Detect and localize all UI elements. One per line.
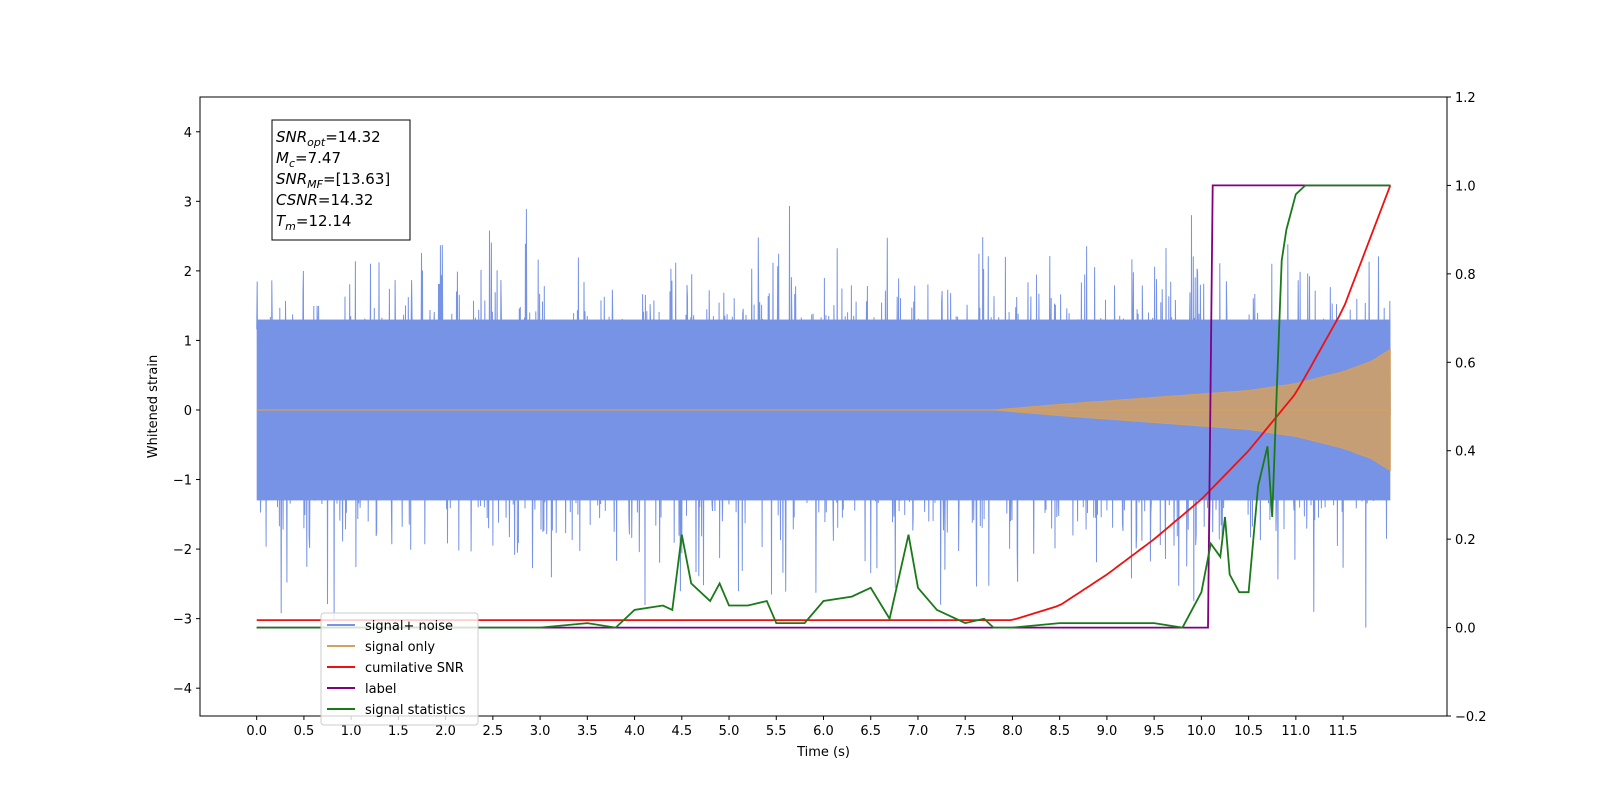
y2-tick-label: 1.0 bbox=[1455, 179, 1476, 194]
x-tick-label: 9.0 bbox=[1097, 724, 1118, 739]
y-tick-label: 3 bbox=[184, 195, 192, 210]
x-tick-label: 0.5 bbox=[294, 724, 315, 739]
y2-tick-label: 0.6 bbox=[1455, 356, 1476, 371]
y-tick-label: 1 bbox=[184, 334, 192, 349]
x-tick-label: 8.0 bbox=[1002, 724, 1023, 739]
y-tick-label: −3 bbox=[173, 613, 192, 628]
y-tick-label: 4 bbox=[184, 126, 192, 141]
x-tick-label: 0.0 bbox=[246, 724, 267, 739]
x-tick-label: 11.0 bbox=[1281, 724, 1310, 739]
x-tick-label: 7.5 bbox=[955, 724, 976, 739]
x-tick-label: 6.5 bbox=[860, 724, 881, 739]
legend-frame bbox=[320, 612, 479, 726]
x-tick-label: 2.0 bbox=[435, 724, 456, 739]
x-tick-label: 5.0 bbox=[719, 724, 740, 739]
annotation-frame bbox=[271, 119, 411, 241]
legend-entry: signal statistics bbox=[365, 703, 466, 718]
x-tick-label: 2.5 bbox=[483, 724, 504, 739]
annotation-line: Tm=12.14 bbox=[276, 212, 351, 233]
x-tick-label: 3.0 bbox=[530, 724, 551, 739]
label-line bbox=[256, 184, 1391, 629]
y-tick-label: 2 bbox=[184, 265, 192, 280]
legend-entry: signal+ noise bbox=[365, 619, 453, 634]
x-tick-label: 1.0 bbox=[341, 724, 362, 739]
annotation-line: SNRopt=14.32 bbox=[276, 128, 381, 149]
x-tick-label: 10.5 bbox=[1234, 724, 1263, 739]
x-tick-label: 9.5 bbox=[1144, 724, 1165, 739]
y-tick-label: −1 bbox=[173, 474, 192, 489]
x-tick-label: 7.0 bbox=[908, 724, 929, 739]
x-tick-label: 4.5 bbox=[671, 724, 692, 739]
annotation-line: SNRMF=[13.63] bbox=[276, 170, 390, 191]
x-tick-label: 6.0 bbox=[813, 724, 834, 739]
y2-tick-label: 1.2 bbox=[1455, 91, 1476, 106]
legend: signal+ noise signal only cumilative SNR la… bbox=[320, 612, 479, 726]
x-tick-label: 11.5 bbox=[1329, 724, 1358, 739]
y-axis-left: −4 −3 −2 −1 0 1 2 3 4 bbox=[173, 126, 200, 697]
x-tick-label: 8.5 bbox=[1049, 724, 1070, 739]
legend-entry: signal only bbox=[365, 640, 435, 655]
legend-entry: cumilative SNR bbox=[365, 661, 464, 676]
legend-entry: label bbox=[365, 682, 396, 697]
x-tick-label: 3.5 bbox=[577, 724, 598, 739]
y2-tick-label: 0.0 bbox=[1455, 622, 1476, 637]
annotation-line: CSNR=14.32 bbox=[276, 191, 373, 209]
x-tick-label: 1.5 bbox=[388, 724, 409, 739]
x-tick-label: 5.5 bbox=[766, 724, 787, 739]
signal-only-series bbox=[256, 348, 1391, 472]
y-axis-label: Whitened strain bbox=[146, 355, 161, 458]
y2-tick-label: 0.2 bbox=[1455, 533, 1476, 548]
x-tick-label: 4.0 bbox=[624, 724, 645, 739]
signal-statistics-line bbox=[256, 184, 1391, 629]
y-tick-label: −2 bbox=[173, 543, 192, 558]
x-axis: 0.0 0.5 1.0 1.5 2.0 2.5 3.0 3.5 4.0 4.5 5.0 5.5 6.0 6… bbox=[246, 716, 1358, 739]
y-tick-label: −4 bbox=[173, 682, 192, 697]
y2-tick-label: −0.2 bbox=[1455, 710, 1487, 725]
annotation-box: SNRopt=14.32Mc=7.47SNRMF=[13.63]CSNR=14.… bbox=[271, 119, 411, 241]
y2-tick-label: 0.4 bbox=[1455, 445, 1476, 460]
x-axis-label: Time (s) bbox=[796, 745, 850, 760]
y2-tick-label: 0.8 bbox=[1455, 268, 1476, 283]
y-axis-right: −0.2 0.0 0.2 0.4 0.6 0.8 1.0 1.2 bbox=[1447, 91, 1487, 725]
x-tick-label: 10.0 bbox=[1187, 724, 1216, 739]
y-tick-label: 0 bbox=[184, 404, 192, 419]
annotation-line: Mc=7.47 bbox=[276, 149, 341, 170]
